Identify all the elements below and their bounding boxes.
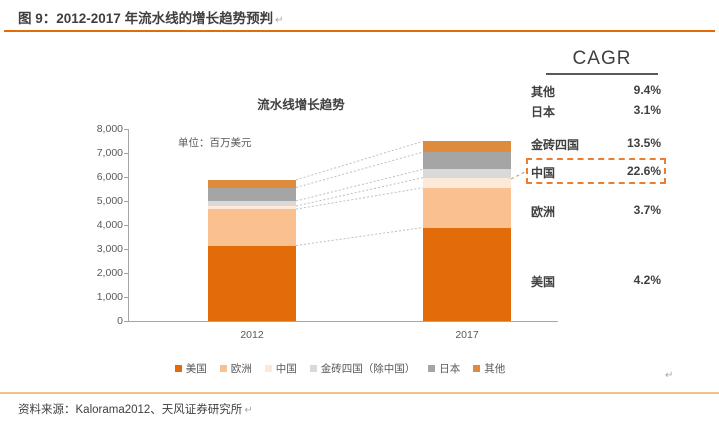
return-mark-icon: ↵ <box>275 15 284 26</box>
legend-item-欧洲: 欧洲 <box>219 361 252 376</box>
segment-connector-line <box>295 187 424 210</box>
cagr-row-label: 日本 <box>531 105 556 119</box>
legend-label: 其他 <box>484 363 506 375</box>
cagr-row-value: 3.7% <box>633 203 661 217</box>
legend-swatch <box>428 365 436 372</box>
cagr-row-美国: 美国 4.2% <box>531 273 661 289</box>
x-category-label: 2012 <box>240 329 264 341</box>
cagr-row-value: 13.5% <box>626 136 661 150</box>
legend-swatch <box>219 365 227 372</box>
bar-segment-日本-2012 <box>208 187 296 201</box>
y-tick-label: 1,000 <box>96 291 123 304</box>
cagr-row-value: 3.1% <box>633 103 661 117</box>
legend-item-其他: 其他 <box>473 361 505 376</box>
cagr-row-其他: 其他 9.4% <box>531 83 661 99</box>
y-tick-mark <box>124 321 128 322</box>
return-mark-icon: ↵ <box>244 405 253 416</box>
china-leader-line <box>510 170 528 180</box>
source-text: 资料来源：Kalorama2012、天风证券研究所 <box>18 404 243 416</box>
y-tick-mark <box>124 201 128 203</box>
legend-item-日本: 日本 <box>428 361 460 376</box>
source-line: 资料来源：Kalorama2012、天风证券研究所 ↵ <box>18 401 253 417</box>
legend-item-美国: 美国 <box>174 361 207 376</box>
bar-segment-美国-2017 <box>423 227 511 321</box>
bar-segment-欧洲-2017 <box>423 187 511 228</box>
legend-label: 中国 <box>275 363 297 375</box>
cagr-row-金砖四国: 金砖四国 13.5% <box>531 136 661 152</box>
y-tick-mark <box>124 129 128 131</box>
china-highlight-box <box>526 158 666 184</box>
y-tick-mark <box>124 273 128 275</box>
bar-segment-欧洲-2012 <box>208 209 296 246</box>
cagr-row-中国: 中国 22.6% <box>531 164 661 180</box>
cagr-row-欧洲: 欧洲 3.7% <box>531 203 661 219</box>
title-divider <box>4 30 715 32</box>
y-tick-label: 8,000 <box>96 123 123 136</box>
bar-segment-日本-2017 <box>423 152 511 170</box>
y-tick-label: 7,000 <box>96 147 123 160</box>
cagr-row-日本: 日本 3.1% <box>531 103 661 119</box>
x-axis-line <box>128 321 558 322</box>
bar-segment-金砖四国（除中国）-2017 <box>423 169 511 178</box>
legend-label: 美国 <box>185 363 207 375</box>
y-tick-label: 3,000 <box>96 243 123 256</box>
bar-segment-美国-2012 <box>208 245 296 321</box>
y-axis-line <box>128 129 129 321</box>
bar-segment-金砖四国（除中国）-2012 <box>208 200 296 206</box>
bar-segment-其他-2012 <box>208 179 296 188</box>
figure-title-text: 图 9：2012-2017 年流水线的增长趋势预判 <box>18 11 274 26</box>
legend-item-金砖四国（除中国）: 金砖四国（除中国） <box>309 361 416 376</box>
y-tick-mark <box>124 177 128 179</box>
legend-label: 日本 <box>439 363 461 375</box>
segment-connector-line <box>295 140 424 181</box>
cagr-row-value: 22.6% <box>626 164 661 178</box>
legend-swatch <box>174 365 182 372</box>
y-tick-mark <box>124 249 128 251</box>
y-tick-label: 4,000 <box>96 219 123 232</box>
legend-swatch <box>473 365 481 372</box>
cagr-row-value: 9.4% <box>633 83 661 97</box>
y-tick-label: 2,000 <box>96 267 123 280</box>
segment-connector-line <box>295 227 424 247</box>
y-tick-label: 0 <box>117 315 123 327</box>
chart-legend: 美国 欧洲 中国 金砖四国（除中国） 日本 其他 <box>130 361 550 376</box>
segment-connector-line <box>295 151 424 189</box>
legend-label: 欧洲 <box>230 363 252 375</box>
x-category-label: 2017 <box>455 329 479 341</box>
legend-swatch <box>309 365 317 372</box>
footer-divider <box>0 392 719 394</box>
bar-segment-其他-2017 <box>423 141 511 153</box>
cagr-row-value: 4.2% <box>633 273 661 287</box>
y-tick-mark <box>124 297 128 299</box>
cagr-title-underline <box>546 73 658 75</box>
return-mark-icon: ↵ <box>665 370 674 381</box>
bar-segment-中国-2012 <box>208 205 296 210</box>
cagr-row-label: 其他 <box>531 85 556 99</box>
cagr-row-label: 金砖四国 <box>531 138 580 152</box>
segment-connector-line <box>295 177 424 207</box>
y-tick-label: 6,000 <box>96 171 123 184</box>
y-tick-mark <box>124 153 128 155</box>
legend-swatch <box>264 365 272 372</box>
legend-item-中国: 中国 <box>264 361 297 376</box>
unit-label: 单位：百万美元 <box>178 137 252 149</box>
y-tick-mark <box>124 225 128 227</box>
y-tick-label: 5,000 <box>96 195 123 208</box>
chart-title: 流水线增长趋势 <box>257 98 345 112</box>
cagr-row-label: 中国 <box>531 166 556 180</box>
cagr-row-label: 欧洲 <box>531 205 556 219</box>
segment-connector-line <box>295 168 424 202</box>
cagr-row-label: 美国 <box>531 275 556 289</box>
figure-title: 图 9：2012-2017 年流水线的增长趋势预判 ↵ <box>18 7 283 27</box>
bar-segment-中国-2017 <box>423 177 511 188</box>
legend-label: 金砖四国（除中国） <box>320 363 416 375</box>
cagr-panel-title: CAGR <box>572 48 632 69</box>
